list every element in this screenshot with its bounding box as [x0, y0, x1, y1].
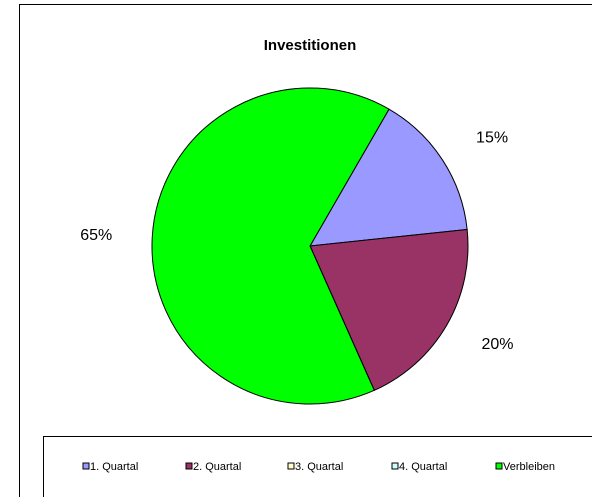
pie-slice — [309, 108, 468, 247]
legend-swatch — [287, 462, 295, 470]
legend-swatch — [391, 462, 399, 470]
data-label: 20% — [481, 336, 513, 353]
pie-slice — [151, 87, 390, 405]
legend-frame — [43, 436, 592, 497]
legend-label: 1. Quartal — [90, 461, 138, 473]
pie-slice — [309, 228, 469, 392]
chart-title: Investitionen — [264, 37, 357, 54]
legend-swatch — [82, 462, 90, 470]
legend-label: 2. Quartal — [193, 461, 241, 473]
legend-swatch — [185, 462, 193, 470]
legend-label: 4. Quartal — [399, 461, 447, 473]
legend-label: 3. Quartal — [295, 461, 343, 473]
data-label: 15% — [476, 129, 508, 146]
chart-frame — [19, 4, 592, 497]
legend-label: Verbleiben — [503, 461, 555, 473]
data-label: 65% — [80, 227, 112, 244]
legend-swatch — [495, 462, 503, 470]
